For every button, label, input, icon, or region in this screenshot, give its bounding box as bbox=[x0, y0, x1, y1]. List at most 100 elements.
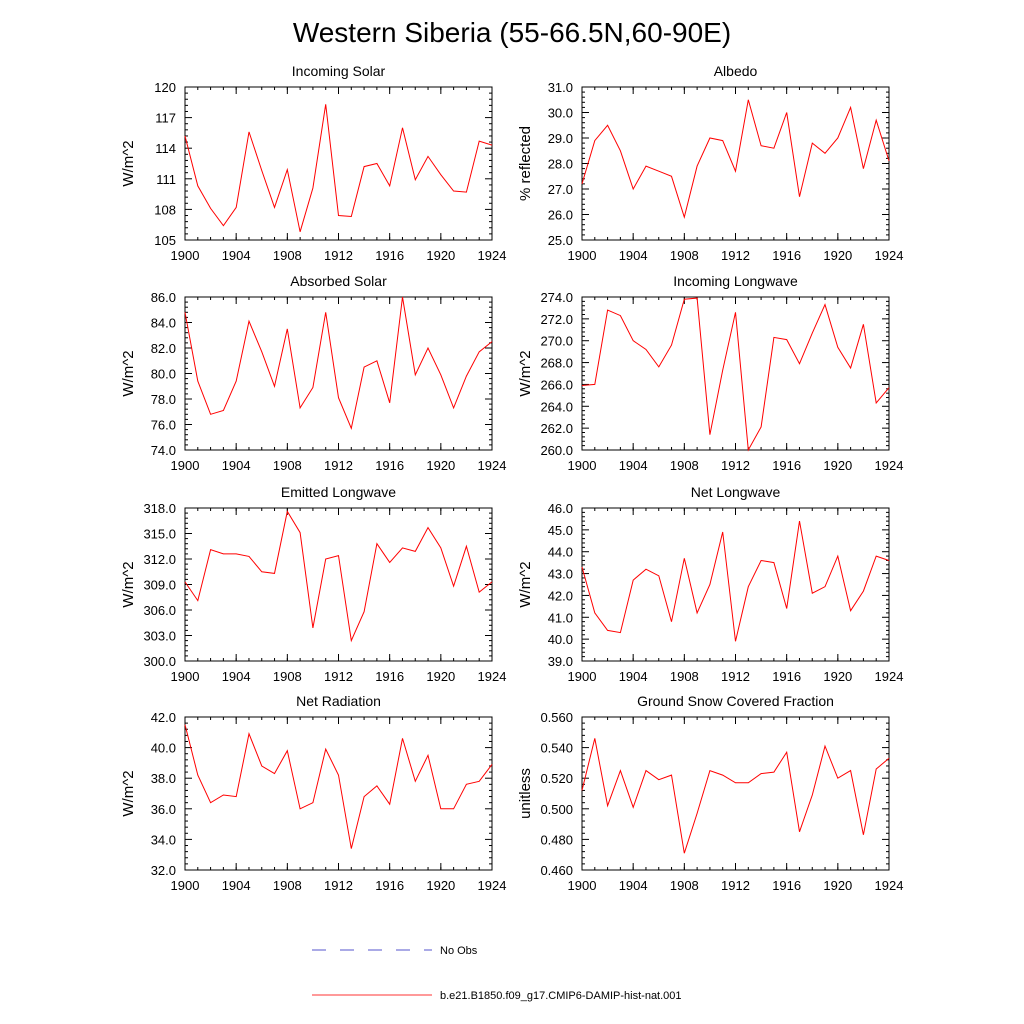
data-point bbox=[184, 135, 186, 137]
data-point bbox=[286, 168, 288, 170]
x-tick-label: 1904 bbox=[619, 669, 648, 684]
data-point bbox=[632, 579, 634, 581]
y-tick-label: 42.0 bbox=[151, 710, 176, 725]
y-axis-label: W/m^2 bbox=[517, 350, 534, 396]
data-point bbox=[312, 801, 314, 803]
x-tick-label: 1916 bbox=[375, 669, 404, 684]
data-point bbox=[325, 103, 327, 105]
data-point bbox=[337, 774, 339, 776]
x-tick-label: 1912 bbox=[324, 878, 353, 893]
plot-frame bbox=[581, 296, 890, 451]
data-point bbox=[581, 384, 583, 386]
data-point bbox=[747, 99, 749, 101]
data-point bbox=[670, 175, 672, 177]
x-tick-label: 1900 bbox=[568, 248, 597, 263]
data-point bbox=[773, 147, 775, 149]
y-tick-label: 114 bbox=[155, 141, 176, 156]
data-point bbox=[785, 338, 787, 340]
chart-panel-0: Incoming Solar W/m^2 1900 1904 1908 1912 1916 1… bbox=[120, 63, 506, 263]
data-point bbox=[248, 733, 250, 735]
x-tick-label: 1904 bbox=[619, 248, 648, 263]
x-tick-label: 1912 bbox=[324, 669, 353, 684]
x-tick-label: 1924 bbox=[875, 878, 904, 893]
x-tick-label: 1904 bbox=[222, 669, 251, 684]
data-point bbox=[670, 620, 672, 622]
y-tick-label: 43.0 bbox=[548, 567, 573, 582]
figure-title: Western Siberia (55-66.5N,60-90E) bbox=[293, 17, 731, 48]
data-point bbox=[325, 748, 327, 750]
data-point bbox=[452, 808, 454, 810]
data-point bbox=[849, 106, 851, 108]
data-point bbox=[235, 795, 237, 797]
data-point bbox=[709, 769, 711, 771]
data-point bbox=[376, 360, 378, 362]
data-point bbox=[696, 165, 698, 167]
y-tick-label: 306.0 bbox=[143, 603, 176, 618]
data-point bbox=[785, 111, 787, 113]
data-point bbox=[312, 386, 314, 388]
data-point bbox=[222, 409, 224, 411]
y-tick-label: 0.480 bbox=[540, 832, 573, 847]
data-point bbox=[837, 346, 839, 348]
x-tick-label: 1904 bbox=[619, 458, 648, 473]
data-point bbox=[645, 165, 647, 167]
data-point bbox=[209, 801, 211, 803]
y-tick-label: 108 bbox=[154, 202, 176, 217]
series-line bbox=[184, 510, 493, 643]
y-tick-label: 264.0 bbox=[540, 399, 573, 414]
chart-panel-2: Absorbed Solar W/m^2 1900 1904 1908 1912 1916 1… bbox=[120, 273, 506, 473]
data-point bbox=[875, 768, 877, 770]
data-point bbox=[261, 169, 263, 171]
x-tick-label: 1908 bbox=[670, 248, 699, 263]
data-point bbox=[734, 782, 736, 784]
data-point bbox=[875, 119, 877, 121]
data-point bbox=[798, 362, 800, 364]
data-point bbox=[337, 554, 339, 556]
y-tick-label: 42.0 bbox=[548, 588, 573, 603]
x-tick-label: 1912 bbox=[721, 669, 750, 684]
data-point bbox=[824, 303, 826, 305]
x-tick-label: 1900 bbox=[568, 458, 597, 473]
y-tick-label: 27.0 bbox=[548, 182, 573, 197]
y-tick-label: 46.0 bbox=[548, 501, 573, 516]
data-point bbox=[862, 590, 864, 592]
x-tick-label: 1908 bbox=[273, 248, 302, 263]
y-tick-label: 262.0 bbox=[540, 421, 573, 436]
data-point bbox=[798, 520, 800, 522]
x-tick-label: 1920 bbox=[823, 669, 852, 684]
y-tick-label: 31.0 bbox=[548, 80, 573, 95]
chart-panel-3: Incoming Longwave W/m^2 1900 1904 1908 1912 19… bbox=[517, 273, 903, 473]
y-tick-label: 39.0 bbox=[548, 654, 573, 669]
data-point bbox=[619, 150, 621, 152]
data-point bbox=[209, 413, 211, 415]
data-point bbox=[235, 553, 237, 555]
chart-panel-4: Emitted Longwave W/m^2 1900 1904 1908 1912 191… bbox=[120, 484, 506, 684]
data-point bbox=[581, 183, 583, 185]
x-tick-label: 1904 bbox=[222, 248, 251, 263]
x-tick-label: 1908 bbox=[670, 669, 699, 684]
y-tick-label: 266.0 bbox=[540, 377, 573, 392]
y-tick-label: 0.540 bbox=[540, 741, 573, 756]
y-tick-label: 117 bbox=[155, 111, 176, 126]
x-tick-label: 1924 bbox=[478, 248, 507, 263]
data-point bbox=[773, 561, 775, 563]
chart-panel-5: Net Longwave W/m^2 1900 1904 1908 1912 1916 192… bbox=[517, 484, 903, 684]
data-point bbox=[773, 771, 775, 773]
data-point bbox=[261, 571, 263, 573]
x-tick-label: 1924 bbox=[478, 669, 507, 684]
y-tick-label: 86.0 bbox=[151, 290, 176, 305]
chart-panel-7: Ground Snow Covered Fraction unitless 1900… bbox=[517, 693, 903, 893]
data-point bbox=[747, 782, 749, 784]
x-tick-label: 1920 bbox=[823, 878, 852, 893]
x-tick-label: 1916 bbox=[772, 669, 801, 684]
x-tick-label: 1904 bbox=[222, 458, 251, 473]
x-tick-label: 1924 bbox=[478, 458, 507, 473]
data-point bbox=[376, 785, 378, 787]
y-tick-label: 270.0 bbox=[540, 334, 573, 349]
x-tick-label: 1900 bbox=[568, 669, 597, 684]
data-point bbox=[388, 402, 390, 404]
x-tick-label: 1912 bbox=[324, 458, 353, 473]
data-point bbox=[248, 131, 250, 133]
y-tick-label: 32.0 bbox=[151, 863, 176, 878]
data-point bbox=[837, 137, 839, 139]
